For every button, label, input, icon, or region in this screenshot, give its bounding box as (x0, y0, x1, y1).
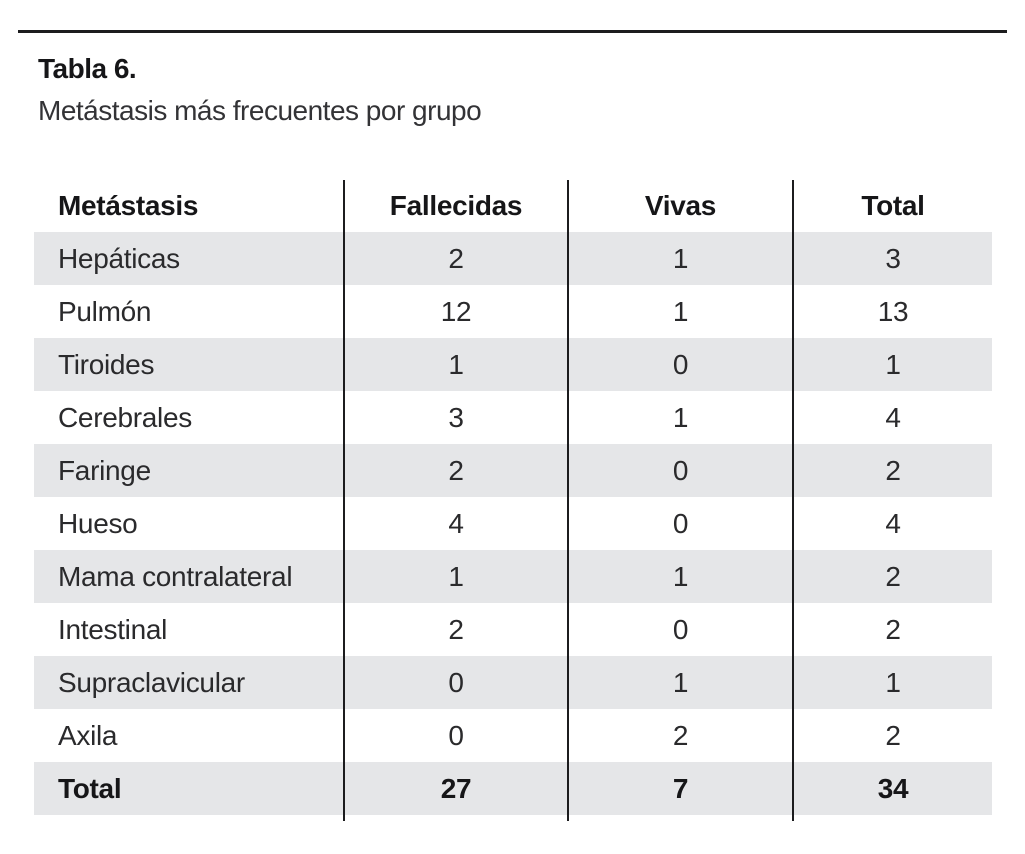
total-total: 34 (792, 762, 992, 815)
table-row: Cerebrales 3 1 4 (34, 391, 992, 444)
row-label: Tiroides (58, 348, 155, 380)
cell-total: 3 (792, 232, 992, 285)
row-label: Intestinal (58, 613, 168, 645)
cell-total: 1 (792, 338, 992, 391)
row-label: Supraclavicular (58, 666, 245, 698)
cell-vivas: 1 (567, 550, 793, 603)
cell-vivas: 2 (567, 709, 793, 762)
top-rule-divider (18, 30, 1007, 33)
column-header-total: Total (792, 180, 992, 232)
table-header-row: Metástasis Fallecidas Vivas Total (34, 180, 992, 232)
row-label: Faringe (58, 454, 151, 486)
row-label: Hepáticas (58, 242, 180, 274)
cell-fallecidas: 3 (343, 391, 568, 444)
cell-fallecidas: 1 (343, 338, 568, 391)
cell-vivas: 1 (567, 232, 793, 285)
cell-total: 2 (792, 709, 992, 762)
table-caption: Tabla 6. Metástasis más frecuentes por g… (38, 52, 482, 127)
total-vivas: 7 (567, 762, 793, 815)
table-row: Pulmón 12 1 13 (34, 285, 992, 338)
total-row-label: Total (58, 772, 122, 804)
cell-fallecidas: 2 (343, 603, 568, 656)
cell-vivas: 1 (567, 285, 793, 338)
cell-total: 2 (792, 603, 992, 656)
table-row: Intestinal 2 0 2 (34, 603, 992, 656)
cell-vivas: 1 (567, 391, 793, 444)
table-row: Tiroides 1 0 1 (34, 338, 992, 391)
table-row: Hueso 4 0 4 (34, 497, 992, 550)
cell-total: 2 (792, 444, 992, 497)
table-row: Mama contralateral 1 1 2 (34, 550, 992, 603)
cell-total: 1 (792, 656, 992, 709)
metastasis-table: Metástasis Fallecidas Vivas Total Hepáti… (34, 180, 992, 821)
cell-fallecidas: 12 (343, 285, 568, 338)
table-subtitle: Metástasis más frecuentes por grupo (38, 94, 482, 126)
table-row: Supraclavicular 0 1 1 (34, 656, 992, 709)
cell-vivas: 0 (567, 497, 793, 550)
cell-total: 2 (792, 550, 992, 603)
cell-fallecidas: 2 (343, 232, 568, 285)
column-header-metastasis: Metástasis (58, 190, 199, 221)
data-table-container: Metástasis Fallecidas Vivas Total Hepáti… (34, 180, 992, 821)
cell-fallecidas: 1 (343, 550, 568, 603)
cell-fallecidas: 0 (343, 656, 568, 709)
cell-vivas: 0 (567, 444, 793, 497)
table-bottom-spacer (34, 815, 992, 821)
cell-fallecidas: 0 (343, 709, 568, 762)
column-header-vivas: Vivas (567, 180, 793, 232)
cell-fallecidas: 2 (343, 444, 568, 497)
row-label: Pulmón (58, 295, 152, 327)
table-row: Faringe 2 0 2 (34, 444, 992, 497)
row-label: Hueso (58, 507, 138, 539)
cell-fallecidas: 4 (343, 497, 568, 550)
table-total-row: Total 27 7 34 (34, 762, 992, 815)
row-label: Axila (58, 719, 118, 751)
table-number-title: Tabla 6. (38, 53, 137, 84)
cell-total: 4 (792, 391, 992, 444)
table-row: Axila 0 2 2 (34, 709, 992, 762)
row-label: Mama contralateral (58, 560, 293, 592)
total-fallecidas: 27 (343, 762, 568, 815)
row-label: Cerebrales (58, 401, 192, 433)
cell-vivas: 0 (567, 338, 793, 391)
cell-total: 13 (792, 285, 992, 338)
column-header-fallecidas: Fallecidas (343, 180, 568, 232)
table-row: Hepáticas 2 1 3 (34, 232, 992, 285)
cell-total: 4 (792, 497, 992, 550)
cell-vivas: 0 (567, 603, 793, 656)
cell-vivas: 1 (567, 656, 793, 709)
